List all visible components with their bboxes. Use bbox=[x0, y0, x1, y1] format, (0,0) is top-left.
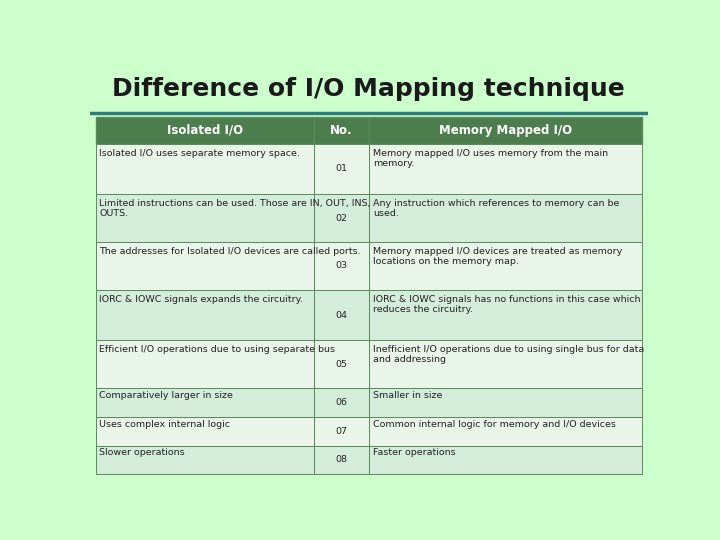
FancyBboxPatch shape bbox=[315, 446, 369, 474]
Text: Smaller in size: Smaller in size bbox=[373, 391, 442, 400]
Text: Comparatively larger in size: Comparatively larger in size bbox=[99, 391, 233, 400]
Text: Uses complex internal logic: Uses complex internal logic bbox=[99, 420, 230, 429]
FancyBboxPatch shape bbox=[315, 144, 369, 194]
Text: Faster operations: Faster operations bbox=[373, 449, 456, 457]
Text: 08: 08 bbox=[336, 456, 348, 464]
Text: Common internal logic for memory and I/O devices: Common internal logic for memory and I/O… bbox=[373, 420, 616, 429]
FancyBboxPatch shape bbox=[369, 194, 642, 242]
FancyBboxPatch shape bbox=[315, 388, 369, 417]
FancyBboxPatch shape bbox=[96, 242, 315, 290]
FancyBboxPatch shape bbox=[315, 242, 369, 290]
Text: 02: 02 bbox=[336, 213, 348, 222]
FancyBboxPatch shape bbox=[315, 417, 369, 445]
FancyBboxPatch shape bbox=[369, 388, 642, 417]
FancyBboxPatch shape bbox=[369, 340, 642, 388]
Text: 05: 05 bbox=[336, 360, 348, 369]
FancyBboxPatch shape bbox=[315, 340, 369, 388]
FancyBboxPatch shape bbox=[96, 340, 315, 388]
Text: Efficient I/O operations due to using separate bus: Efficient I/O operations due to using se… bbox=[99, 345, 336, 354]
FancyBboxPatch shape bbox=[369, 117, 642, 144]
FancyBboxPatch shape bbox=[96, 417, 315, 445]
FancyBboxPatch shape bbox=[96, 144, 315, 194]
Text: IORC & IOWC signals expands the circuitry.: IORC & IOWC signals expands the circuitr… bbox=[99, 295, 303, 304]
FancyBboxPatch shape bbox=[315, 194, 369, 242]
FancyBboxPatch shape bbox=[96, 388, 315, 417]
Text: 06: 06 bbox=[336, 398, 348, 407]
Text: Isolated I/O: Isolated I/O bbox=[167, 124, 243, 137]
FancyBboxPatch shape bbox=[96, 446, 315, 474]
Text: 07: 07 bbox=[336, 427, 348, 436]
FancyBboxPatch shape bbox=[369, 290, 642, 340]
Text: Isolated I/O uses separate memory space.: Isolated I/O uses separate memory space. bbox=[99, 149, 300, 158]
FancyBboxPatch shape bbox=[369, 242, 642, 290]
FancyBboxPatch shape bbox=[315, 117, 369, 144]
Text: 04: 04 bbox=[336, 310, 348, 320]
Text: Inefficient I/O operations due to using single bus for data
and addressing: Inefficient I/O operations due to using … bbox=[373, 345, 644, 364]
FancyBboxPatch shape bbox=[96, 290, 315, 340]
FancyBboxPatch shape bbox=[315, 290, 369, 340]
Text: The addresses for Isolated I/O devices are called ports.: The addresses for Isolated I/O devices a… bbox=[99, 247, 361, 256]
Text: Memory Mapped I/O: Memory Mapped I/O bbox=[439, 124, 572, 137]
Text: Memory mapped I/O devices are treated as memory
locations on the memory map.: Memory mapped I/O devices are treated as… bbox=[373, 247, 622, 266]
Text: Memory mapped I/O uses memory from the main
memory.: Memory mapped I/O uses memory from the m… bbox=[373, 149, 608, 168]
Text: 01: 01 bbox=[336, 165, 348, 173]
FancyBboxPatch shape bbox=[96, 194, 315, 242]
Text: Difference of I/O Mapping technique: Difference of I/O Mapping technique bbox=[112, 77, 625, 102]
FancyBboxPatch shape bbox=[369, 446, 642, 474]
Text: No.: No. bbox=[330, 124, 353, 137]
FancyBboxPatch shape bbox=[96, 117, 315, 144]
Text: Any instruction which references to memory can be
used.: Any instruction which references to memo… bbox=[373, 199, 619, 218]
Text: Slower operations: Slower operations bbox=[99, 449, 185, 457]
Text: IORC & IOWC signals has no functions in this case which
reduces the circuitry.: IORC & IOWC signals has no functions in … bbox=[373, 295, 640, 314]
FancyBboxPatch shape bbox=[369, 417, 642, 445]
Text: 03: 03 bbox=[336, 261, 348, 271]
FancyBboxPatch shape bbox=[369, 144, 642, 194]
Text: Limited instructions can be used. Those are IN, OUT, INS,
OUTS.: Limited instructions can be used. Those … bbox=[99, 199, 371, 218]
